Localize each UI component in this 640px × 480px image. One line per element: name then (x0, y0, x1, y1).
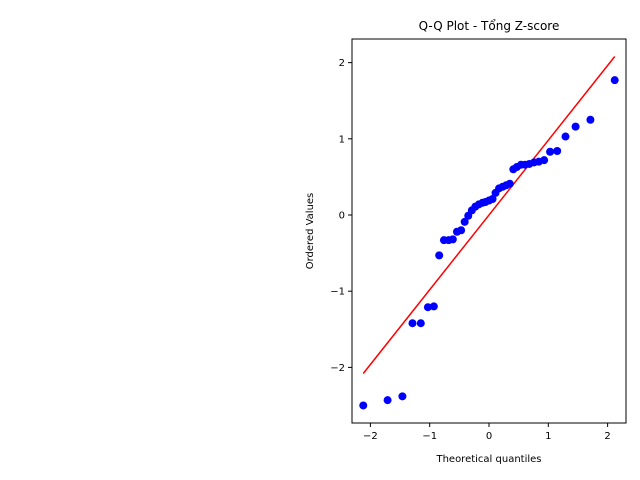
data-point (460, 217, 469, 226)
fit-line (362, 56, 616, 374)
data-point (553, 147, 562, 155)
y-axis-label: Ordered Values (305, 193, 316, 270)
y-tick-label: 0 (339, 211, 345, 222)
axis-ticks: −2 −1 0 1 2 −2 −1 0 1 2 (330, 58, 611, 442)
data-point (610, 76, 619, 85)
data-point (586, 115, 595, 124)
x-axis-label: Theoretical quantiles (435, 454, 541, 465)
x-tick-label: 2 (604, 431, 610, 442)
plot-frame (351, 38, 627, 424)
data-point (359, 401, 368, 410)
y-tick-label: 1 (339, 134, 345, 145)
data-point (540, 156, 549, 165)
data-point (383, 396, 392, 405)
y-tick-label: −1 (330, 287, 345, 298)
x-tick-label: −1 (422, 431, 437, 442)
y-tick-label: 2 (339, 58, 345, 69)
plot-area (359, 56, 619, 410)
data-point (457, 226, 466, 235)
x-tick-label: 1 (545, 431, 551, 442)
data-point (561, 132, 570, 141)
data-point (505, 179, 514, 188)
data-point (398, 392, 407, 401)
y-tick-label: −2 (330, 363, 345, 374)
data-point (546, 147, 555, 156)
data-point (408, 319, 417, 328)
data-point (429, 302, 438, 311)
data-point (423, 303, 432, 312)
data-point (448, 235, 457, 244)
data-point (571, 122, 580, 131)
data-point (416, 319, 425, 328)
x-tick-label: 0 (486, 431, 492, 442)
data-point (435, 251, 444, 260)
chart-title: Q-Q Plot - Tổng Z-score (419, 19, 560, 33)
x-tick-label: −2 (363, 431, 378, 442)
data-point (488, 195, 497, 203)
